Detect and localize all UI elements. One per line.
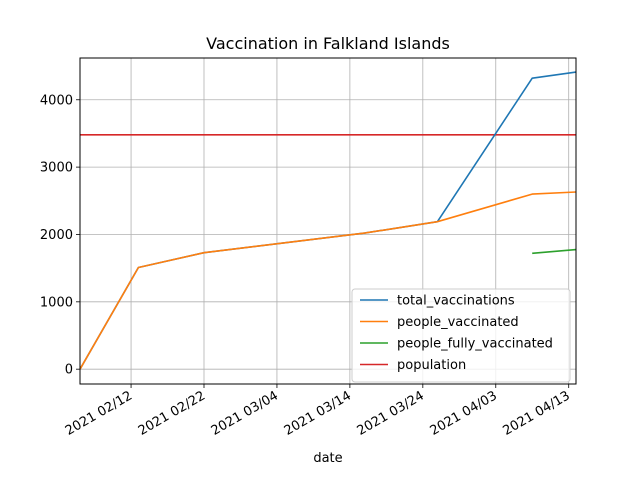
y-tick-label: 4000 [40, 93, 73, 108]
axes: 2021 02/12 2021 02/22 2021 03/04 2021 03/14… [40, 93, 573, 439]
x-tick-label: 2021 03/14 [282, 388, 354, 438]
legend-label: population [397, 358, 466, 373]
y-tick-label: 1000 [40, 295, 73, 310]
chart-title: Vaccination in Falkland Islands [206, 34, 450, 53]
legend-label: total_vaccinations [397, 294, 515, 309]
series-line-people-vaccinated [79, 191, 577, 370]
plot-frame [79, 57, 577, 385]
x-tick-label: 2021 03/24 [355, 388, 427, 438]
y-tick-label: 3000 [40, 161, 73, 176]
x-tick-label: 2021 02/12 [63, 388, 135, 438]
series-lines [79, 71, 577, 370]
legend-label: people_fully_vaccinated [397, 337, 553, 352]
x-tick-label: 2021 04/03 [428, 388, 500, 438]
legend-label: people_vaccinated [397, 315, 519, 330]
series-line-people-fully-vaccinated [532, 248, 577, 255]
grid [80, 58, 576, 384]
y-tick-label: 0 [65, 363, 73, 378]
x-axis-label: date [313, 451, 342, 466]
legend-box [351, 288, 571, 383]
x-tick-label: 2021 03/04 [209, 388, 281, 438]
y-tick-label: 2000 [40, 228, 73, 243]
x-tick-label: 2021 02/22 [136, 388, 208, 438]
legend: total_vaccinations people_vaccinatedpeopl… [351, 288, 571, 383]
x-tick-label: 2021 04/13 [501, 388, 573, 438]
